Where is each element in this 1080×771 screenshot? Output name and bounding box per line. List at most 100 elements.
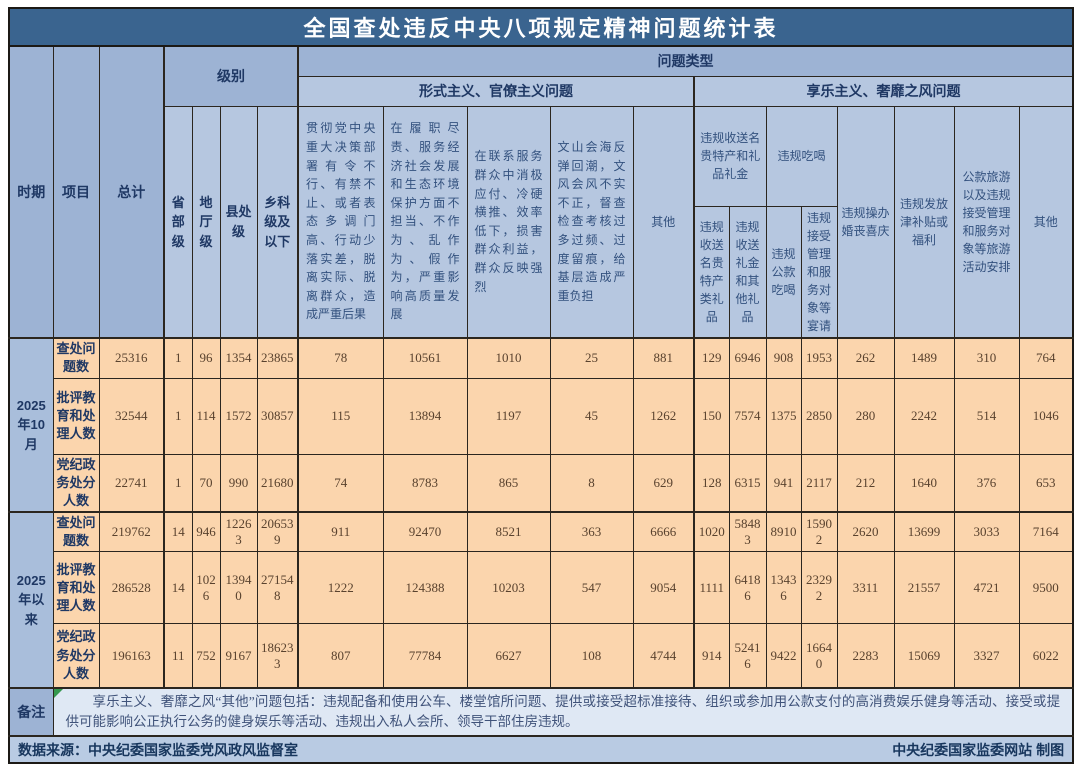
value-cell: 2242	[893, 377, 955, 455]
value-cell: 1375	[765, 377, 802, 455]
value-cell: 23865	[256, 337, 299, 379]
col-group-dining: 违规吃喝	[765, 105, 838, 207]
value-cell: 9054	[632, 551, 695, 625]
value-cell: 946	[191, 511, 221, 553]
value-cell: 1354	[219, 337, 258, 379]
value-cell: 108	[549, 623, 634, 689]
value-cell: 310	[953, 337, 1020, 379]
value-cell: 1222	[297, 551, 384, 625]
value-cell: 3327	[953, 623, 1020, 689]
value-cell: 911	[297, 511, 384, 553]
col-header-gifts-specialty: 违规收送名贵特产类礼品	[693, 205, 730, 339]
value-cell: 13436	[765, 551, 802, 625]
value-cell: 1111	[693, 551, 730, 625]
col-header-dining-public-funds: 违规公款吃喝	[765, 205, 802, 339]
value-cell: 23292	[800, 551, 838, 625]
value-cell: 914	[693, 623, 730, 689]
col-header-formalism-other: 其他	[632, 105, 695, 339]
value-cell: 13940	[219, 551, 258, 625]
value-cell: 2850	[800, 377, 838, 455]
col-header-gifts-cash: 违规收送礼金和其他礼品	[728, 205, 767, 339]
value-cell: 1	[163, 337, 193, 379]
value-cell: 3311	[836, 551, 895, 625]
value-cell: 1020	[693, 511, 730, 553]
value-cell: 807	[297, 623, 384, 689]
value-cell: 45	[549, 377, 634, 455]
remark-cell: 享乐主义、奢靡之风“其他”问题包括：违规配备和使用公车、楼堂馆所问题、提供或接受…	[52, 686, 1074, 737]
value-cell: 21557	[893, 551, 955, 625]
value-cell: 764	[1018, 337, 1074, 379]
value-cell: 219762	[98, 511, 165, 553]
col-header-level-province: 省部级	[163, 105, 193, 339]
page-title: 全国查处违反中央八项规定精神问题统计表	[7, 7, 1075, 47]
col-header-item: 项目	[52, 45, 100, 339]
value-cell: 8	[549, 453, 634, 513]
value-cell: 70	[191, 453, 221, 513]
row-label: 党纪政务处分人数	[52, 623, 100, 689]
remark-label: 备注	[8, 686, 54, 737]
value-cell: 15069	[893, 623, 955, 689]
row-label: 查处问题数	[52, 511, 100, 553]
value-cell: 8910	[765, 511, 802, 553]
row-label: 党纪政务处分人数	[52, 453, 100, 513]
credit-text: 中央纪委国家监委网站 制图	[892, 741, 1065, 758]
period-label: 2025年10月	[8, 336, 54, 513]
value-cell: 6666	[632, 511, 695, 553]
value-cell: 13699	[893, 511, 955, 553]
value-cell: 12263	[219, 511, 258, 553]
value-cell: 514	[953, 377, 1020, 455]
value-cell: 1197	[466, 377, 551, 455]
value-cell: 21680	[256, 453, 299, 513]
value-cell: 7574	[728, 377, 767, 455]
col-group-hedonism: 享乐主义、奢靡之风问题	[692, 75, 1074, 107]
value-cell: 115	[297, 377, 384, 455]
col-header-formalism-2: 在履职尽责、服务经济社会发展和生态环境保护方面不担当、不作为、乱作为、假作为，严…	[382, 105, 468, 339]
value-cell: 9500	[1018, 551, 1074, 625]
value-cell: 6315	[728, 453, 767, 513]
period-label: 2025年以来	[8, 511, 54, 689]
value-cell: 8783	[382, 453, 468, 513]
value-cell: 1046	[1018, 377, 1074, 455]
col-group-formalism: 形式主义、官僚主义问题	[297, 75, 695, 107]
value-cell: 881	[632, 337, 695, 379]
data-source-text: 数据来源：中央纪委国家监委党风政风监督室	[18, 741, 298, 758]
value-cell: 124388	[382, 551, 468, 625]
col-header-formalism-1: 贯彻党中央重大决策部署有令不行、有禁不止、或者表态多调门高、行动少落实差，脱离实…	[297, 105, 384, 339]
row-label: 批评教育和处理人数	[52, 377, 100, 455]
value-cell: 1640	[893, 453, 955, 513]
value-cell: 32544	[98, 377, 165, 455]
col-header-hedonism-other: 其他	[1018, 105, 1074, 339]
value-cell: 15902	[800, 511, 838, 553]
value-cell: 653	[1018, 453, 1074, 513]
value-cell: 2620	[836, 511, 895, 553]
col-header-weddings-funerals: 违规操办婚丧喜庆	[836, 105, 895, 339]
value-cell: 96	[191, 337, 221, 379]
value-cell: 1010	[466, 337, 551, 379]
col-header-total: 总计	[98, 45, 165, 339]
value-cell: 25	[549, 337, 634, 379]
value-cell: 2283	[836, 623, 895, 689]
col-group-problem-type: 问题类型	[296, 45, 1074, 77]
value-cell: 6627	[466, 623, 551, 689]
value-cell: 271548	[256, 551, 299, 625]
value-cell: 280	[836, 377, 895, 455]
col-header-level-county: 县处级	[219, 105, 258, 339]
value-cell: 1	[163, 453, 193, 513]
value-cell: 16640	[800, 623, 838, 689]
green-corner-flag	[54, 689, 63, 698]
value-cell: 10561	[382, 337, 468, 379]
value-cell: 547	[549, 551, 634, 625]
value-cell: 14	[163, 551, 193, 625]
value-cell: 13894	[382, 377, 468, 455]
value-cell: 262	[836, 337, 895, 379]
value-cell: 129	[693, 337, 730, 379]
value-cell: 990	[219, 453, 258, 513]
value-cell: 74	[297, 453, 384, 513]
col-group-gifts: 违规收送名贵特产和礼品礼金	[693, 105, 767, 207]
col-header-period: 时期	[8, 45, 54, 339]
col-header-allowances: 违规发放津补贴或福利	[893, 105, 955, 339]
value-cell: 2117	[800, 453, 838, 513]
value-cell: 206539	[256, 511, 299, 553]
value-cell: 8521	[466, 511, 551, 553]
